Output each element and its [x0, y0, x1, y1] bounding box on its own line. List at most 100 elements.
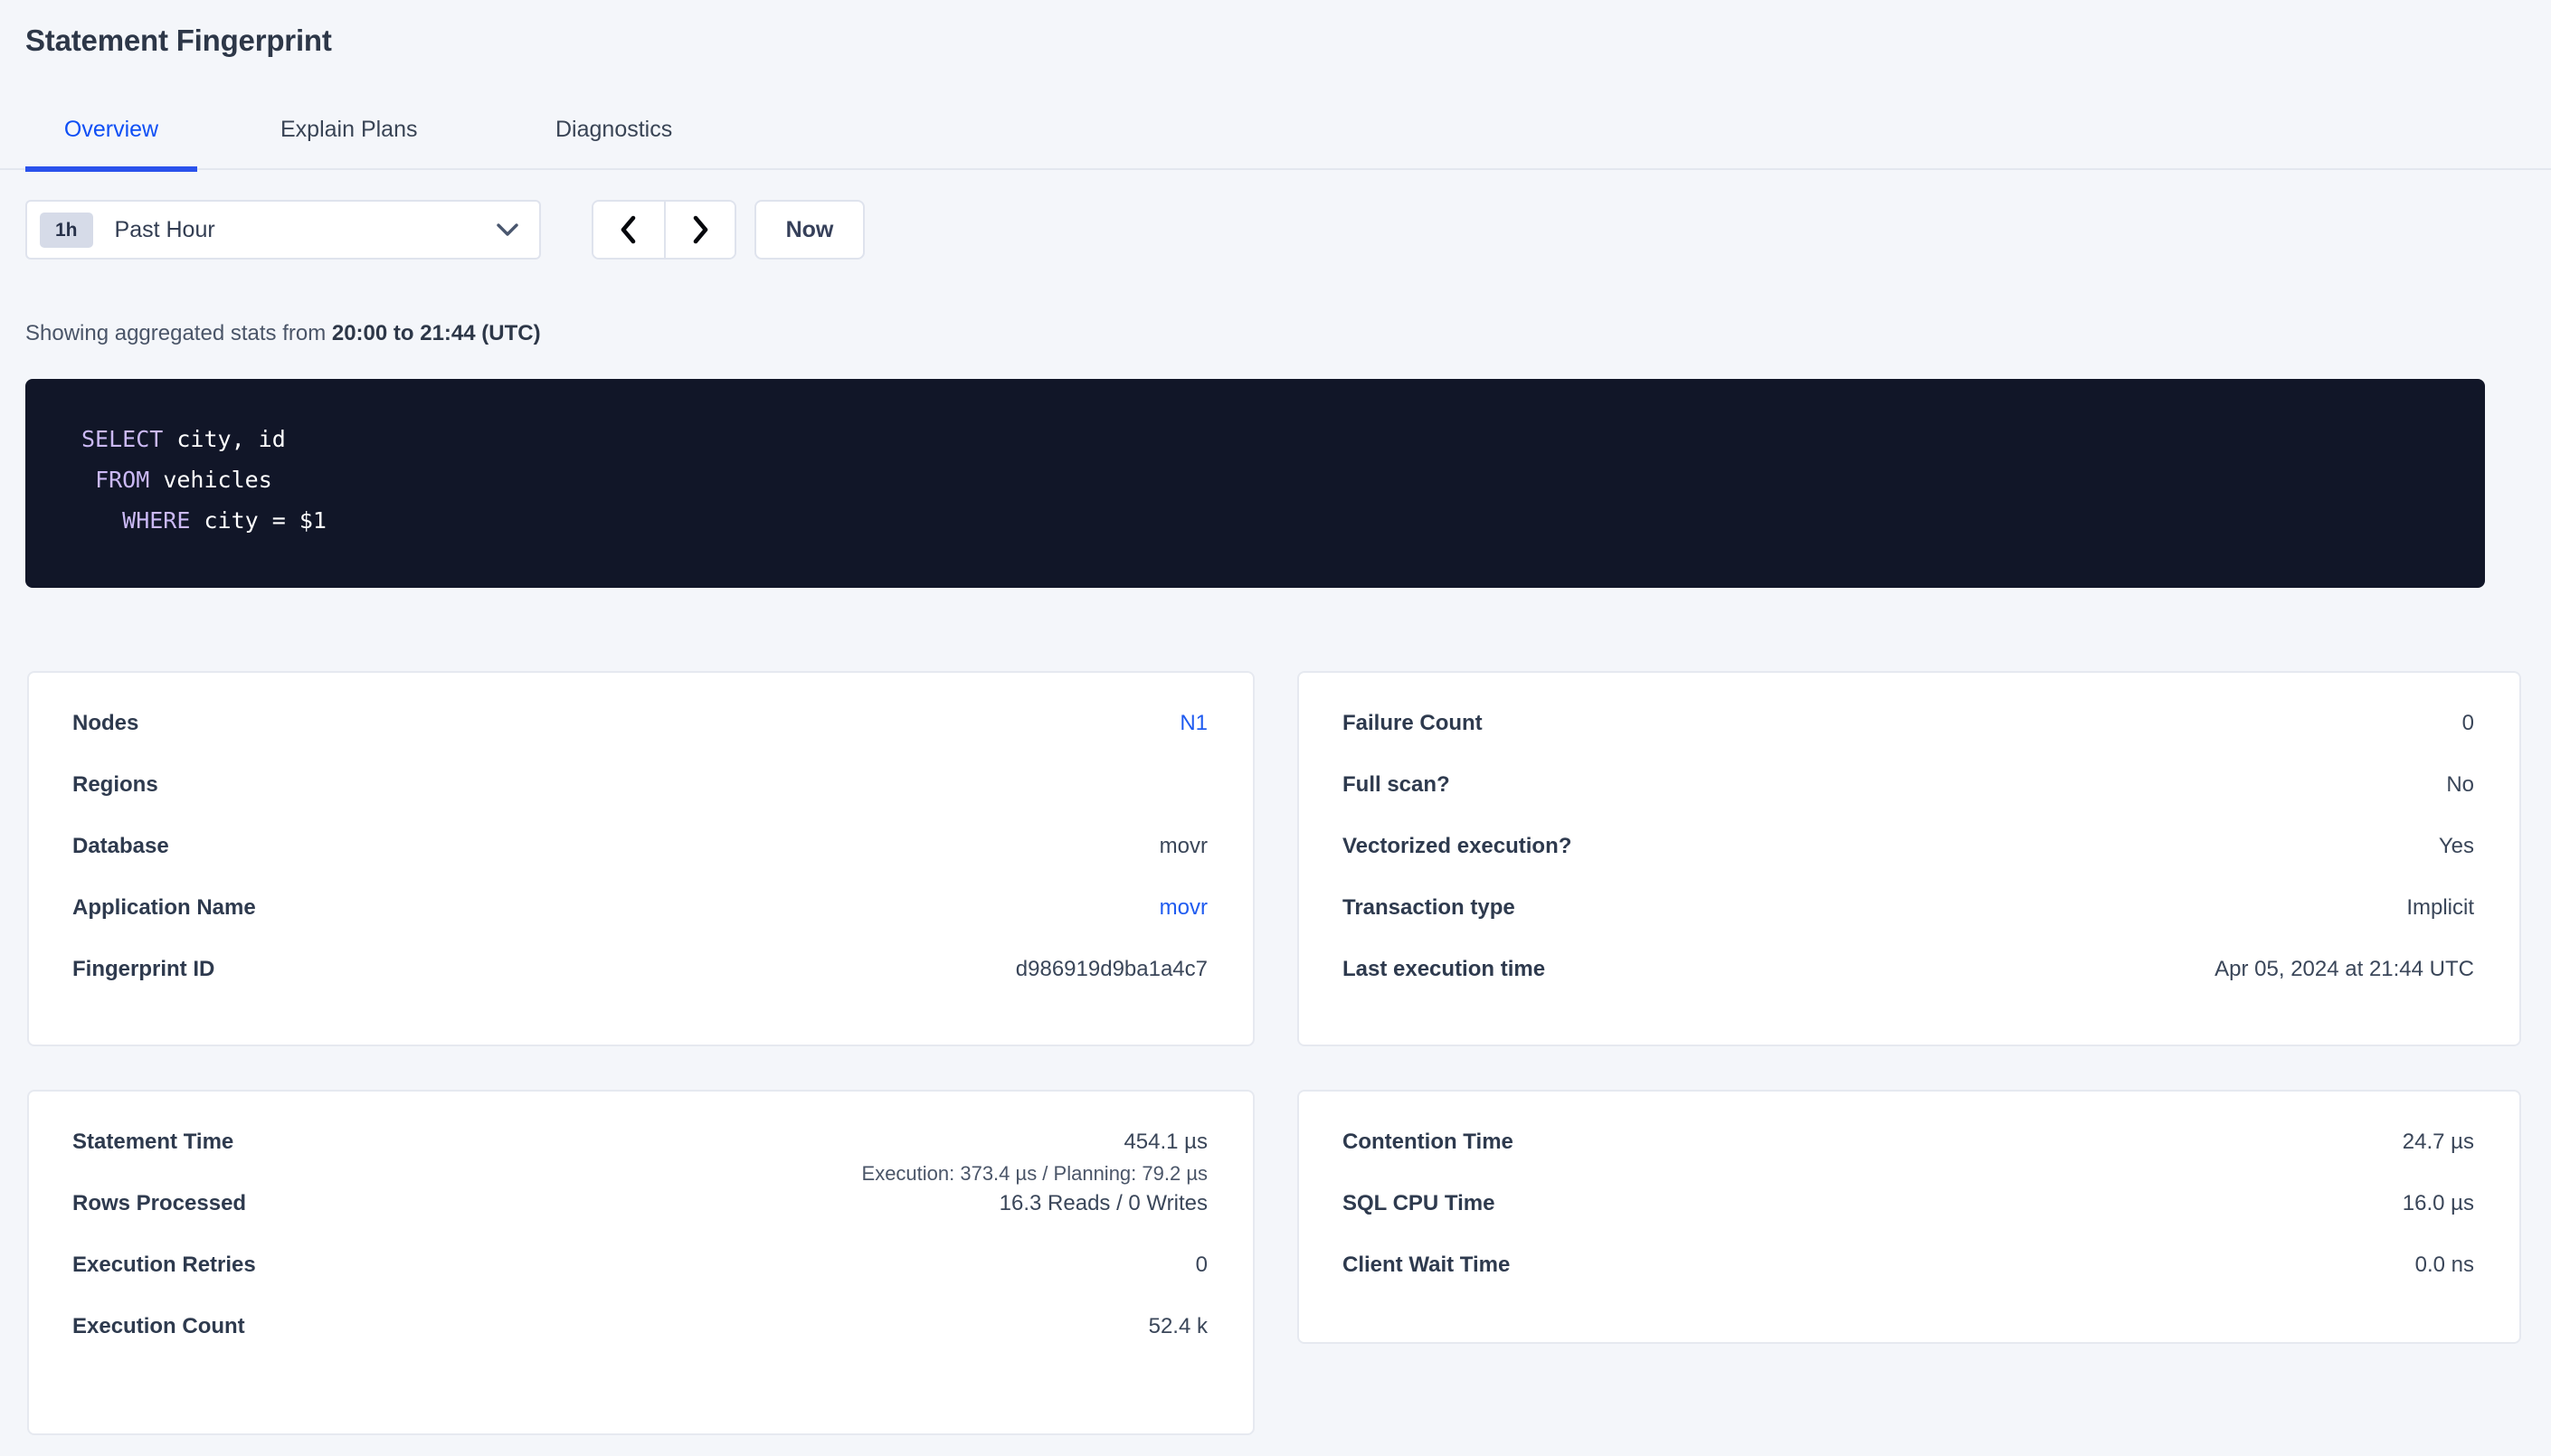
next-time-button[interactable] — [664, 202, 735, 258]
sql-line: SELECT city, id — [81, 419, 2485, 459]
page-title: Statement Fingerprint — [25, 24, 332, 57]
info-row-value-group: Apr 05, 2024 at 21:44 UTC — [2214, 957, 2474, 982]
info-row-label: Transaction type — [1342, 895, 1515, 920]
sql-text — [81, 507, 122, 534]
info-row: Database movr — [72, 834, 1208, 895]
info-row-label: Nodes — [72, 711, 139, 735]
info-row-value-group: N1 — [1180, 711, 1208, 736]
info-row-label: SQL CPU Time — [1342, 1191, 1495, 1215]
time-nav-group — [592, 200, 736, 260]
info-row-value: 16.3 Reads / 0 Writes — [999, 1191, 1208, 1215]
info-row-label: Statement Time — [72, 1130, 234, 1154]
time-range-toolbar: 1h Past Hour Now — [25, 200, 865, 260]
info-row-subvalue: Execution: 373.4 µs / Planning: 79.2 µs — [861, 1162, 1208, 1185]
info-row-label: Regions — [72, 772, 158, 797]
sql-keyword: FROM — [95, 467, 150, 493]
info-row: Failure Count 0 — [1342, 711, 2474, 772]
tab-explain-plans[interactable]: Explain Plans — [280, 101, 417, 170]
previous-time-button[interactable] — [593, 202, 664, 258]
info-row-value: 16.0 µs — [2402, 1191, 2474, 1215]
sql-statement-block: SELECT city, id FROM vehicles WHERE city… — [25, 379, 2485, 588]
info-row-value-group: movr — [1160, 895, 1208, 921]
chevron-down-icon — [496, 222, 519, 237]
info-row-label: Database — [72, 834, 169, 858]
info-row: Full scan? No — [1342, 772, 2474, 834]
now-button[interactable]: Now — [754, 200, 865, 260]
tab-diagnostics[interactable]: Diagnostics — [555, 101, 672, 170]
sql-keyword: WHERE — [122, 507, 191, 534]
chevron-left-icon — [621, 215, 636, 244]
info-row: Statement Time 454.1 µs Execution: 373.4 µ… — [72, 1130, 1208, 1191]
info-row: Transaction type Implicit — [1342, 895, 2474, 957]
time-range-select[interactable]: 1h Past Hour — [25, 200, 541, 260]
info-row-value-group: movr — [1160, 834, 1208, 859]
info-row-value-group: No — [2446, 772, 2474, 798]
info-row: Fingerprint ID d986919d9ba1a4c7 — [72, 957, 1208, 1018]
info-row-value: d986919d9ba1a4c7 — [1015, 957, 1208, 981]
sql-keyword: SELECT — [81, 426, 164, 452]
info-row-label: Rows Processed — [72, 1191, 247, 1215]
info-row-value: No — [2446, 772, 2474, 797]
info-row-value: 454.1 µs — [1124, 1130, 1208, 1154]
tab-bar: Overview Explain Plans Diagnostics — [0, 101, 2551, 172]
info-row: Client Wait Time 0.0 ns — [1342, 1253, 2474, 1314]
info-row-value: 52.4 k — [1148, 1314, 1208, 1338]
timing-stats-rows: Contention Time 24.7 µs SQL CPU Time 16.0 µ… — [1299, 1092, 2519, 1314]
info-row-label: Contention Time — [1342, 1130, 1513, 1154]
info-row-value: Apr 05, 2024 at 21:44 UTC — [2214, 957, 2474, 981]
sql-line: WHERE city = $1 — [81, 500, 2485, 541]
info-row-label: Vectorized execution? — [1342, 834, 1572, 858]
info-row-value-group: 0.0 ns — [2415, 1253, 2474, 1278]
sql-text: city = $1 — [190, 507, 327, 534]
info-row: Vectorized execution? Yes — [1342, 834, 2474, 895]
info-row: Application Name movr — [72, 895, 1208, 957]
statement-stats-rows: Statement Time 454.1 µs Execution: 373.4 µ… — [29, 1092, 1253, 1376]
info-row-label: Execution Retries — [72, 1253, 256, 1277]
tab-overview-label: Overview — [63, 117, 159, 142]
info-row-value: 0 — [2461, 711, 2474, 735]
sql-line: FROM vehicles — [81, 459, 2485, 500]
sql-text: city, id — [163, 426, 286, 452]
time-range-badge: 1h — [40, 212, 93, 248]
info-row: SQL CPU Time 16.0 µs — [1342, 1191, 2474, 1253]
info-row-value-group: d986919d9ba1a4c7 — [1016, 957, 1208, 982]
info-row: Rows Processed 16.3 Reads / 0 Writes — [72, 1191, 1208, 1253]
info-row-label: Full scan? — [1342, 772, 1450, 797]
execution-info-rows: Failure Count 0 Full scan? No Vectorized exe… — [1299, 673, 2519, 1018]
tab-overview[interactable]: Overview — [25, 101, 197, 172]
statement-info-rows: Nodes N1 Regions Database movr Application Na… — [29, 673, 1253, 1018]
tab-diagnostics-label: Diagnostics — [555, 117, 673, 142]
timing-stats-card: Contention Time 24.7 µs SQL CPU Time 16.0 µ… — [1297, 1090, 2521, 1344]
info-row-value: 0 — [1195, 1253, 1208, 1277]
showing-range-text: Showing aggregated stats from 20:00 to 2… — [25, 321, 541, 346]
info-row-value: Implicit — [2406, 895, 2474, 920]
statement-info-card: Nodes N1 Regions Database movr Application Na… — [27, 671, 1255, 1046]
info-row-value-link[interactable]: movr — [1159, 895, 1208, 920]
sql-text — [81, 467, 95, 493]
info-row-value-group: 454.1 µs Execution: 373.4 µs / Planning: … — [862, 1130, 1208, 1186]
info-row-label: Client Wait Time — [1342, 1253, 1511, 1277]
info-row-value-group: 16.0 µs — [2403, 1191, 2474, 1216]
info-row: Regions — [72, 772, 1208, 834]
showing-range: 20:00 to 21:44 (UTC) — [331, 321, 541, 345]
info-row-value: 0.0 ns — [2414, 1253, 2474, 1277]
sql-text: vehicles — [149, 467, 272, 493]
info-row: Last execution time Apr 05, 2024 at 21:44… — [1342, 957, 2474, 1018]
time-range-label: Past Hour — [114, 216, 215, 242]
info-row-value-group: 24.7 µs — [2403, 1130, 2474, 1155]
info-row-label: Last execution time — [1342, 957, 1546, 981]
info-row-label: Execution Count — [72, 1314, 245, 1338]
info-row-value-link[interactable]: N1 — [1180, 711, 1208, 735]
info-row-value: 24.7 µs — [2402, 1130, 2474, 1154]
info-row-value-group: 0 — [1196, 1253, 1208, 1278]
info-row: Contention Time 24.7 µs — [1342, 1130, 2474, 1191]
info-row-value: movr — [1159, 834, 1208, 858]
statement-stats-card: Statement Time 454.1 µs Execution: 373.4 µ… — [27, 1090, 1255, 1435]
info-row: Nodes N1 — [72, 711, 1208, 772]
tab-explain-plans-label: Explain Plans — [280, 117, 418, 142]
info-row-value-group: 0 — [2462, 711, 2474, 736]
info-row-value: Yes — [2438, 834, 2474, 858]
sql-lines: SELECT city, id FROM vehicles WHERE city… — [81, 419, 2485, 541]
info-row-label: Fingerprint ID — [72, 957, 215, 981]
